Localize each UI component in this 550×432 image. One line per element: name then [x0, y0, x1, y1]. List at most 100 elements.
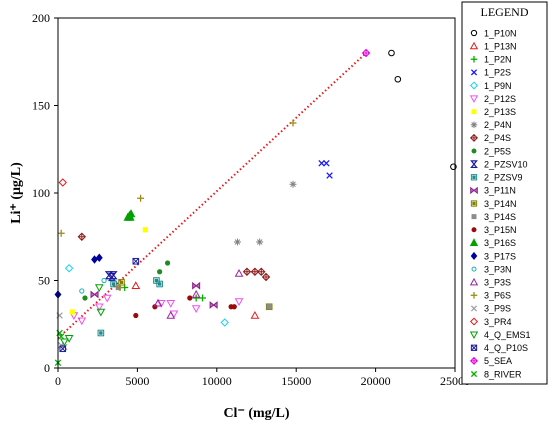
data-point: [234, 298, 244, 307]
legend-item-2-p12s: 2_P12S: [469, 94, 516, 104]
data-point: [289, 180, 297, 188]
data-point: [231, 304, 237, 310]
data-point: [69, 309, 75, 315]
legend-label: 2_P13S: [484, 107, 516, 117]
data-point: [394, 75, 402, 83]
data-point: [95, 253, 103, 263]
legend-marker: [470, 160, 478, 169]
data-point: [323, 159, 330, 167]
legend-marker: [469, 133, 479, 142]
data-point: [137, 194, 145, 202]
series-3-p6s: [57, 119, 297, 291]
legend-item-4-q-ems1: 4_Q_EMS1: [469, 330, 531, 340]
legend-item-2-pzsv10: 2_PZSV10: [470, 159, 528, 169]
legend-label: 3_P14S: [484, 212, 516, 222]
data-point: [192, 294, 200, 302]
legend-item-2-p13s: 2_P13S: [471, 107, 516, 117]
series-3-p11n: [90, 281, 218, 309]
legend-marker: [469, 41, 479, 50]
data-point: [361, 48, 371, 58]
legend-marker: [471, 227, 477, 233]
legend-label: 1_P10N: [484, 28, 517, 38]
legend-marker: [471, 109, 477, 115]
legend-marker: [470, 174, 478, 181]
legend-item-3-p3n: 3_P3N: [471, 264, 512, 274]
data-point: [242, 267, 252, 276]
legend-item-3-p11n: 3_P11N: [470, 186, 516, 196]
series-2-pzsv10: [104, 271, 118, 282]
data-point: [64, 264, 74, 273]
x-axis-title: Cl⁻ (mg/L): [223, 406, 289, 421]
series-2-pzsv9: [97, 277, 163, 337]
legend-item-3-pr4: 3_PR4: [469, 317, 512, 327]
legend-item-3-p16s: 3_P16S: [469, 238, 516, 248]
legend-item-1-p10n: 1_P10N: [470, 28, 517, 38]
legend-label: 1_P13N: [484, 41, 517, 51]
y-tick-label: 100: [32, 186, 50, 200]
legend-item-2-p4s: 2_P4S: [469, 133, 511, 143]
data-point: [209, 301, 218, 309]
series-2-p13s: [69, 227, 148, 315]
legend-label: 2_P12S: [484, 94, 516, 104]
legend-marker: [471, 266, 477, 272]
data-point: [191, 289, 201, 298]
data-point: [97, 329, 105, 337]
legend-marker: [469, 331, 479, 339]
legend-label: 8_RIVER: [484, 369, 522, 379]
data-point: [199, 294, 207, 302]
x-tick-label: 5000: [125, 374, 149, 388]
legend-item-5-sea: 5_SEA: [469, 356, 512, 366]
data-point: [96, 308, 106, 317]
legend-label: 3_P3S: [484, 277, 511, 287]
data-point: [102, 294, 112, 303]
data-point: [250, 310, 260, 319]
legend-label: 1_P2S: [484, 68, 511, 78]
legend-item-3-p14n: 3_P14N: [470, 199, 517, 209]
legend-item-3-p17s: 3_P17S: [470, 251, 516, 261]
plot-area: [54, 48, 457, 367]
legend-marker: [470, 370, 478, 378]
legend-item-2-pzsv9: 2_PZSV9: [470, 173, 523, 183]
data-point: [266, 304, 272, 310]
legend-marker: [469, 81, 479, 90]
y-tick-label: 200: [32, 11, 50, 25]
legend-item-1-p9n: 1_P9N: [469, 81, 512, 91]
data-point: [192, 281, 201, 290]
data-point: [57, 229, 65, 237]
data-point: [256, 238, 264, 246]
x-tick-label: 0: [55, 374, 61, 388]
data-point: [82, 295, 88, 301]
data-point: [261, 272, 271, 282]
legend-marker: [469, 95, 479, 103]
y-axis-ticks: 0 50 100 150 200: [32, 11, 58, 375]
legend-marker: [471, 148, 477, 154]
x-tick-label: 20000: [361, 374, 391, 388]
data-point: [116, 284, 124, 291]
data-point: [131, 281, 141, 290]
data-point: [220, 318, 229, 327]
legend-marker: [469, 238, 479, 246]
data-point: [77, 232, 87, 241]
legend-item-8-river: 8_RIVER: [470, 369, 522, 379]
legend-item-3-p15n: 3_P15N: [471, 225, 517, 235]
legend-label: 3_PR4: [484, 317, 512, 327]
legend-label: 3_P11N: [484, 186, 516, 196]
legend-marker: [470, 55, 478, 63]
series-3-p3s: [153, 268, 244, 319]
legend-label: 2_PZSV10: [484, 159, 528, 169]
legend-label: 2_P4N: [484, 120, 512, 130]
legend-item-3-p6s: 3_P6S: [470, 291, 511, 301]
legend-marker: [470, 186, 478, 195]
data-point: [156, 299, 166, 308]
legend-marker: [470, 251, 478, 261]
y-tick-label: 0: [44, 361, 50, 375]
data-point: [64, 334, 74, 343]
data-point: [132, 257, 140, 265]
series-3-p15n: [133, 295, 237, 319]
data-point: [90, 290, 99, 299]
legend-marker: [469, 356, 479, 365]
data-point: [388, 49, 395, 57]
series-3-p16s: [123, 209, 136, 221]
